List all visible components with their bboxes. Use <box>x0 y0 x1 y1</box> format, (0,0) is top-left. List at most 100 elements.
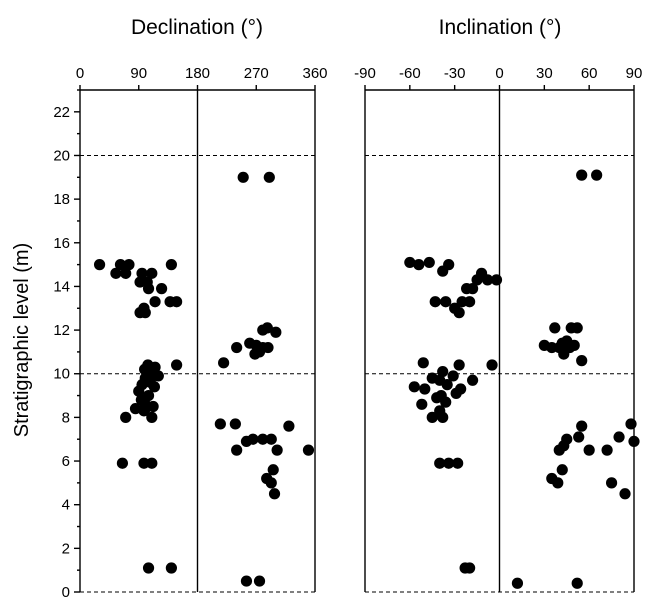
data-point <box>464 296 476 308</box>
data-point <box>136 267 148 279</box>
data-point <box>120 267 132 279</box>
data-point <box>218 357 230 369</box>
data-point <box>486 359 498 371</box>
data-point <box>453 307 465 319</box>
x-tick-label: 0 <box>76 65 84 82</box>
data-point <box>262 341 274 354</box>
y-tick-label: 8 <box>62 409 70 426</box>
data-point <box>265 477 277 489</box>
data-point <box>437 365 449 378</box>
data-point <box>270 326 282 338</box>
x-tick-label: 90 <box>130 65 147 82</box>
data-point <box>148 381 161 393</box>
data-point <box>155 283 168 295</box>
data-point <box>576 355 588 367</box>
x-tick-label: -30 <box>444 65 466 82</box>
x-tick-label: -60 <box>399 65 421 82</box>
data-point <box>443 457 455 469</box>
declination-title: Declination (°) <box>131 16 263 39</box>
data-point <box>511 577 524 589</box>
x-tick-label: 90 <box>626 65 643 82</box>
x-tick-label: 270 <box>244 65 269 82</box>
data-point <box>556 464 568 476</box>
y-tick-label: 22 <box>53 104 70 121</box>
data-point <box>146 457 158 469</box>
data-point <box>431 392 443 404</box>
data-point <box>552 477 564 489</box>
data-point <box>110 267 122 279</box>
data-point <box>271 444 283 456</box>
data-point <box>171 296 183 308</box>
y-tick-label: 18 <box>53 191 70 208</box>
data-point <box>413 259 425 271</box>
data-point <box>139 403 151 415</box>
data-point <box>601 444 613 456</box>
data-point <box>408 381 420 393</box>
data-point <box>142 562 155 574</box>
data-point <box>576 169 588 181</box>
data-point <box>139 307 151 319</box>
data-point <box>416 398 428 410</box>
data-point <box>490 274 503 286</box>
x-tick-label: 180 <box>185 65 210 82</box>
data-point <box>417 357 429 369</box>
y-tick-label: 20 <box>53 147 70 164</box>
data-point <box>558 348 570 360</box>
data-point <box>549 322 561 334</box>
data-point <box>443 259 455 271</box>
data-point <box>263 171 275 183</box>
data-point <box>171 359 183 371</box>
data-point <box>249 348 261 360</box>
data-point <box>120 411 132 423</box>
data-point <box>240 575 253 587</box>
data-point <box>625 418 637 430</box>
data-point <box>165 562 177 574</box>
data-point <box>440 396 452 408</box>
data-point <box>146 267 158 279</box>
data-point <box>441 379 453 391</box>
data-point <box>576 420 588 432</box>
data-point <box>481 274 494 286</box>
data-point <box>123 259 135 271</box>
data-point <box>114 259 127 271</box>
data-point <box>453 359 465 371</box>
data-point <box>93 259 106 271</box>
data-point <box>423 256 435 269</box>
data-point <box>165 259 177 271</box>
data-point <box>429 296 441 308</box>
x-tick-label: 30 <box>536 65 553 82</box>
data-point <box>229 418 241 430</box>
data-point <box>613 431 625 443</box>
y-tick-label: 12 <box>53 322 70 339</box>
data-point <box>268 488 281 500</box>
y-tick-label: 10 <box>53 366 70 383</box>
x-tick-label: 360 <box>302 65 327 82</box>
data-point <box>467 374 479 386</box>
data-point <box>404 256 416 269</box>
data-point <box>214 418 226 430</box>
y-axis: Stratigraphic level (m) 0 2 4 6 8 10 12 14 16 18 2… <box>11 89 80 597</box>
data-point <box>426 411 438 423</box>
data-point <box>440 296 452 308</box>
inclination-title: Inclination (°) <box>439 16 562 39</box>
data-point <box>605 477 618 489</box>
data-point <box>591 169 603 181</box>
data-point <box>553 444 565 456</box>
y-tick-label: 6 <box>62 453 70 470</box>
data-point <box>619 488 631 500</box>
y-tick-label: 4 <box>62 497 70 514</box>
y-tick-label: 14 <box>53 278 70 295</box>
data-point <box>452 457 464 469</box>
data-point <box>231 444 243 456</box>
x-tick-label: 60 <box>581 65 598 82</box>
data-point <box>265 433 277 445</box>
data-point <box>129 403 142 415</box>
data-point <box>152 370 164 382</box>
data-point <box>437 411 449 423</box>
data-point <box>467 283 479 295</box>
data-point <box>149 296 161 308</box>
data-point <box>146 411 158 423</box>
data-point <box>302 444 315 456</box>
data-point <box>434 457 446 469</box>
